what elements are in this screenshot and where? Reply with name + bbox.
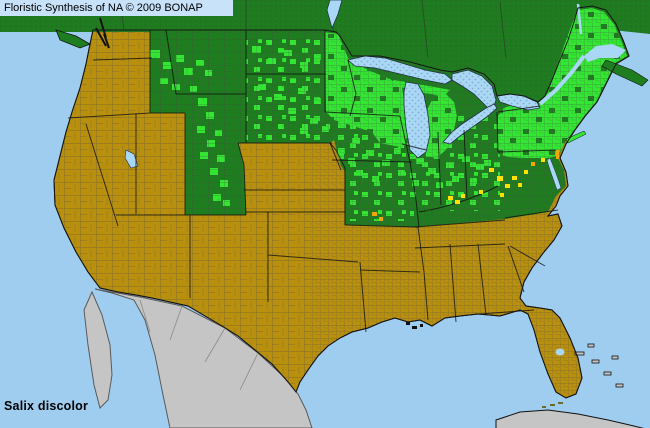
- nova-scotia: [601, 59, 649, 87]
- lake-okeechobee: [555, 348, 565, 356]
- rare-county-marker: [455, 200, 460, 204]
- other-water-features: [124, 0, 626, 356]
- rare-county-marker: [379, 217, 383, 221]
- mississippi-delta: [406, 322, 423, 329]
- rare-county-marker: [524, 170, 528, 174]
- rare-county-marker: [461, 194, 465, 198]
- mexico-state-borders: [139, 299, 259, 391]
- rare-county-markers: [372, 150, 559, 221]
- rare-county-marker: [541, 158, 545, 162]
- rare-county-marker: [531, 162, 535, 166]
- state-borders: [67, 29, 559, 333]
- mexico-mainland: [94, 288, 313, 428]
- cuba: [495, 409, 645, 428]
- rare-county-marker: [505, 184, 510, 188]
- map-title-bar: Floristic Synthesis of NA © 2009 BONAP: [0, 0, 233, 16]
- st-lawrence-river: [538, 54, 586, 106]
- great-salt-lake: [124, 149, 139, 169]
- baja-california: [83, 290, 113, 409]
- rare-county-marker: [372, 212, 377, 216]
- vancouver-island: [55, 29, 91, 49]
- rare-county-marker: [489, 168, 494, 172]
- maine-border-river: [576, 3, 583, 35]
- lake-michigan: [403, 81, 431, 159]
- florida-keys: [542, 402, 563, 408]
- rare-county-marker: [479, 190, 483, 194]
- chesapeake-bay: [546, 157, 562, 191]
- rare-county-marker: [518, 183, 522, 187]
- rare-county-marker: [448, 196, 453, 200]
- rare-county-marker: [497, 176, 503, 181]
- rare-county-marker: [512, 176, 517, 180]
- gulf-of-st-lawrence: [584, 44, 626, 62]
- no-data-landmasses: [83, 288, 645, 428]
- rare-county-marker: [500, 193, 504, 197]
- lake-winnipeg: [326, 0, 343, 30]
- map-title: Floristic Synthesis of NA © 2009 BONAP: [4, 2, 203, 14]
- pacific-nw-inlets: [55, 17, 110, 49]
- lake-erie: [442, 103, 498, 145]
- rare-county-marker: [556, 150, 559, 159]
- species-name-label: Salix discolor: [4, 399, 89, 413]
- bahamas: [574, 343, 624, 388]
- great-lakes: [347, 55, 541, 159]
